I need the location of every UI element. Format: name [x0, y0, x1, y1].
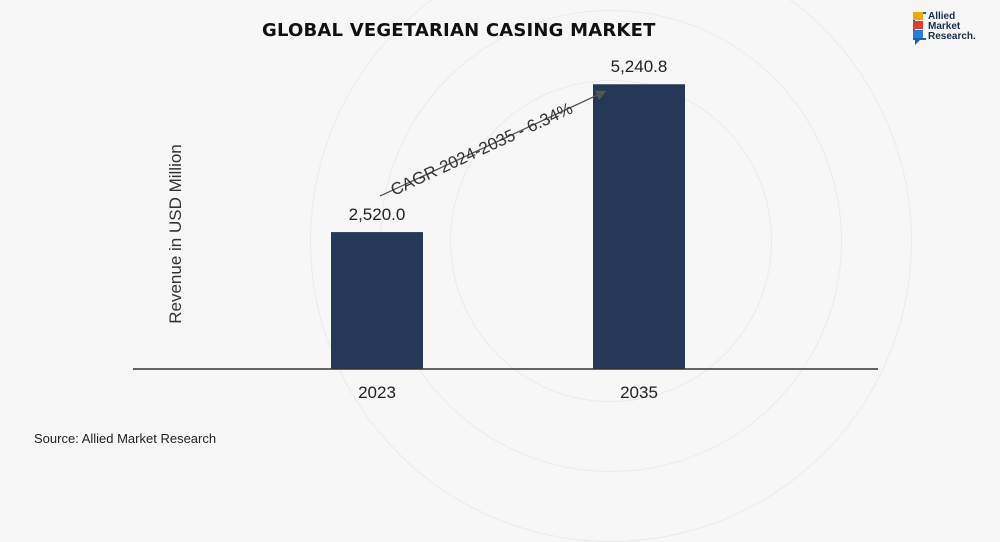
cagr-arrow: [379, 90, 607, 197]
logo-line: Market: [928, 21, 961, 32]
cagr-annotation: CAGR 2024-2035 - 6.34%: [388, 99, 576, 200]
source-note: Source: Allied Market Research: [34, 431, 217, 446]
chart-title: GLOBAL VEGETARIAN CASING MARKET: [262, 20, 656, 41]
chart-area: CAGR 2024-2035 - 6.34% 2,520.0 2023 5,240.…: [133, 57, 878, 402]
allied-market-research-logo: Allied Market Research.: [913, 12, 993, 54]
x-tick-label: 2023: [358, 383, 396, 402]
bar-2035: [593, 84, 685, 369]
logo-line: Allied: [928, 11, 956, 22]
x-tick-label: 2035: [620, 383, 658, 402]
background-ring: [450, 80, 772, 402]
value-label: 2,520.0: [349, 205, 406, 224]
logo-line: Research.: [928, 31, 976, 42]
value-label: 5,240.8: [611, 57, 668, 76]
bar-2023: [331, 232, 423, 369]
